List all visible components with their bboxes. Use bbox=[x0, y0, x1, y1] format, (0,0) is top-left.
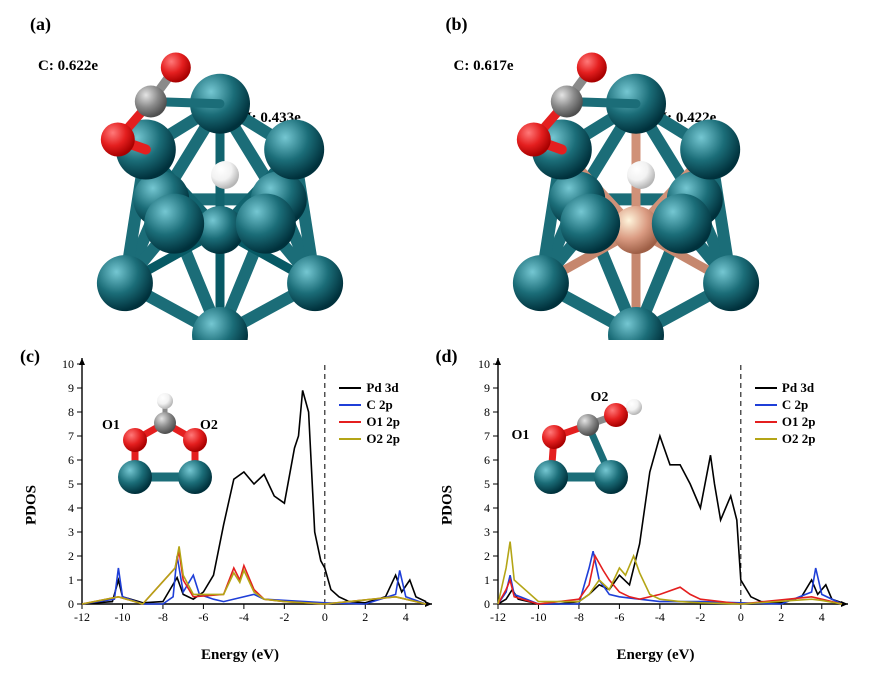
svg-text:2: 2 bbox=[778, 610, 784, 624]
svg-text:-8: -8 bbox=[158, 610, 168, 624]
svg-text:-4: -4 bbox=[654, 610, 664, 624]
svg-text:7: 7 bbox=[484, 429, 490, 443]
svg-text:0: 0 bbox=[737, 610, 743, 624]
svg-text:3: 3 bbox=[68, 525, 74, 539]
legend-label: C 2p bbox=[782, 397, 808, 413]
svg-text:-6: -6 bbox=[198, 610, 208, 624]
pdos-c-wrap: PDOS Energy (eV) -12-10-8-6-4-2024012345… bbox=[40, 350, 440, 660]
legend-label: O1 2p bbox=[366, 414, 400, 430]
legend-row: O2 2p bbox=[339, 431, 400, 447]
cluster-b-svg bbox=[436, 10, 856, 340]
legend-swatch bbox=[339, 438, 361, 440]
legend-label: O1 2p bbox=[782, 414, 816, 430]
svg-text:-10: -10 bbox=[114, 610, 130, 624]
svg-text:7: 7 bbox=[68, 429, 74, 443]
legend-label: C 2p bbox=[366, 397, 392, 413]
panel-b: (b) C: 0.617e H: 0.422e bbox=[436, 10, 852, 340]
pdos-d-ylabel: PDOS bbox=[439, 485, 456, 525]
svg-text:9: 9 bbox=[68, 381, 74, 395]
svg-text:4: 4 bbox=[403, 610, 409, 624]
svg-text:-6: -6 bbox=[614, 610, 624, 624]
svg-text:-2: -2 bbox=[695, 610, 705, 624]
inset-c-svg bbox=[100, 385, 230, 495]
svg-text:0: 0 bbox=[322, 610, 328, 624]
legend-swatch bbox=[339, 387, 361, 389]
inset-d-o2: O2 bbox=[591, 390, 609, 406]
legend-label: Pd 3d bbox=[782, 380, 814, 396]
svg-text:4: 4 bbox=[68, 501, 74, 515]
svg-text:9: 9 bbox=[484, 381, 490, 395]
svg-text:4: 4 bbox=[818, 610, 824, 624]
svg-text:0: 0 bbox=[68, 597, 74, 611]
svg-text:0: 0 bbox=[484, 597, 490, 611]
legend-row: Pd 3d bbox=[755, 380, 816, 396]
svg-text:-12: -12 bbox=[490, 610, 506, 624]
svg-text:1: 1 bbox=[68, 573, 74, 587]
svg-text:-10: -10 bbox=[530, 610, 546, 624]
legend-row: O1 2p bbox=[339, 414, 400, 430]
inset-c-o1: O1 bbox=[102, 418, 120, 434]
svg-text:2: 2 bbox=[362, 610, 368, 624]
legend-swatch bbox=[339, 421, 361, 423]
svg-text:-4: -4 bbox=[239, 610, 249, 624]
panel-a: (a) C: 0.622e H: 0.433e bbox=[20, 10, 436, 340]
legend-row: Pd 3d bbox=[339, 380, 400, 396]
svg-text:10: 10 bbox=[478, 357, 490, 371]
svg-text:3: 3 bbox=[484, 525, 490, 539]
svg-text:-8: -8 bbox=[573, 610, 583, 624]
legend-row: O1 2p bbox=[755, 414, 816, 430]
panel-d: (d) PDOS Energy (eV) -12 -10 -8 -6 -4 -2 0 2 4 0 1… bbox=[436, 340, 852, 670]
svg-text:-12: -12 bbox=[74, 610, 90, 624]
svg-text:8: 8 bbox=[68, 405, 74, 419]
legend-swatch bbox=[755, 438, 777, 440]
svg-text:1: 1 bbox=[484, 573, 490, 587]
svg-text:6: 6 bbox=[484, 453, 490, 467]
svg-text:2: 2 bbox=[68, 549, 74, 563]
legend-label: O2 2p bbox=[782, 431, 816, 447]
legend-swatch bbox=[755, 387, 777, 389]
legend-row: C 2p bbox=[339, 397, 400, 413]
svg-text:5: 5 bbox=[68, 477, 74, 491]
svg-text:5: 5 bbox=[484, 477, 490, 491]
inset-d-o1: O1 bbox=[512, 428, 530, 444]
svg-text:4: 4 bbox=[484, 501, 490, 515]
panel-c: (c) PDOS Energy (eV) -12 -10 -8 -6 -4 -2 0 2 4 0 1… bbox=[20, 340, 436, 670]
svg-text:2: 2 bbox=[484, 549, 490, 563]
inset-c-o2: O2 bbox=[200, 418, 218, 434]
pdos-c-ylabel: PDOS bbox=[24, 485, 41, 525]
legend-label: Pd 3d bbox=[366, 380, 398, 396]
svg-text:8: 8 bbox=[484, 405, 490, 419]
pdos-c-xlabel: Energy (eV) bbox=[201, 647, 279, 664]
legend-label: O2 2p bbox=[366, 431, 400, 447]
svg-text:6: 6 bbox=[68, 453, 74, 467]
legend-row: O2 2p bbox=[755, 431, 816, 447]
panel-c-label: (c) bbox=[20, 346, 40, 367]
panel-d-label: (d) bbox=[436, 346, 458, 367]
svg-text:10: 10 bbox=[62, 357, 74, 371]
bottom-row: (c) PDOS Energy (eV) -12 -10 -8 -6 -4 -2 0 2 4 0 1… bbox=[0, 340, 871, 680]
legend-swatch bbox=[755, 404, 777, 406]
legend-swatch bbox=[755, 421, 777, 423]
pdos-d-legend: Pd 3dC 2pO1 2pO2 2p bbox=[755, 380, 816, 448]
pdos-c-legend: Pd 3dC 2pO1 2pO2 2p bbox=[339, 380, 400, 448]
legend-swatch bbox=[339, 404, 361, 406]
legend-row: C 2p bbox=[755, 397, 816, 413]
svg-text:-2: -2 bbox=[279, 610, 289, 624]
pdos-d-xlabel: Energy (eV) bbox=[617, 647, 695, 664]
pdos-d-wrap: PDOS Energy (eV) -12-10-8-6-4-2024012345… bbox=[456, 350, 856, 660]
cluster-a-svg bbox=[20, 10, 440, 340]
top-row: (a) C: 0.622e H: 0.433e (b) C: 0.617e H:… bbox=[0, 0, 871, 340]
inset-d-svg bbox=[516, 385, 646, 495]
